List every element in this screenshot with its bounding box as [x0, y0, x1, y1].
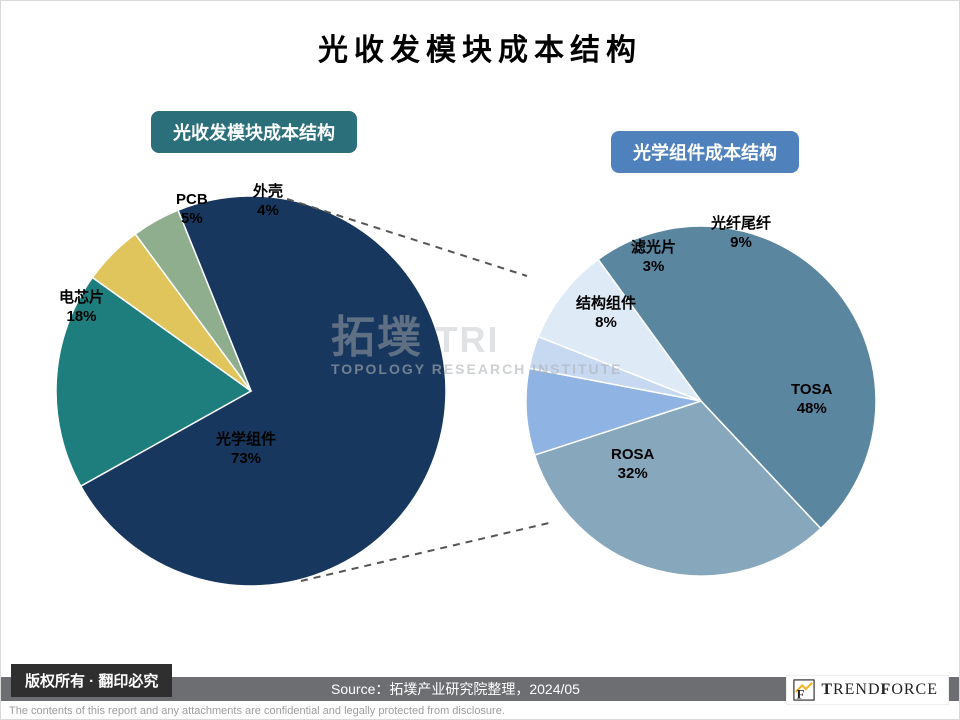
copyright-box: 版权所有 · 翻印必究 [11, 664, 172, 697]
disclaimer-text: The contents of this report and any atta… [9, 705, 505, 717]
pie-slice [529, 337, 701, 401]
pie-slice [135, 210, 251, 391]
chart-svg-layer [1, 1, 960, 720]
page-title: 光收发模块成本结构 [1, 25, 959, 69]
trendforce-logo-icon: F [793, 679, 815, 701]
pie-slice-label: ROSA32% [611, 446, 654, 484]
pie-slice-label: 电芯片18% [59, 289, 104, 327]
watermark-sub: TOPOLOGY RESEARCH INSTITUTE [331, 361, 623, 377]
connector-line [287, 199, 527, 276]
pie-slice-label: 光纤尾纤9% [711, 215, 771, 253]
pie-slice [535, 401, 821, 576]
pie-slice-label: 光学组件73% [216, 431, 276, 469]
connector-line [301, 523, 549, 581]
right-chart-title: 光学组件成本结构 [611, 131, 799, 173]
source-text: Source：拓墣产业研究院整理，2024/05 [331, 677, 580, 701]
page: 光收发模块成本结构 光收发模块成本结构 光学组件成本结构 拓墣 TRI TOPO… [0, 0, 960, 720]
logo-t2: F [881, 681, 892, 698]
logo-r1: REND [833, 681, 881, 698]
pie-slice [92, 234, 251, 391]
logo-r2: ORCE [891, 681, 938, 698]
pie-slice-label: PCB5% [176, 191, 208, 229]
pie-slice [81, 196, 446, 586]
left-chart-title: 光收发模块成本结构 [151, 111, 357, 153]
pie-slice-label: 滤光片3% [631, 239, 676, 277]
pie-slice [526, 368, 701, 455]
trendforce-logo-text: TRENDFORCE [821, 681, 938, 699]
svg-text:F: F [797, 687, 805, 701]
watermark-en: TRI [435, 319, 499, 361]
pie-slice-label: TOSA48% [791, 381, 832, 419]
pie-slice-label: 外壳4% [253, 183, 283, 221]
logo-t1: T [821, 681, 833, 698]
watermark-cn: 拓墣 [331, 301, 423, 365]
trendforce-logo: F TRENDFORCE [786, 675, 949, 705]
pie-slice-label: 结构组件8% [576, 295, 636, 333]
